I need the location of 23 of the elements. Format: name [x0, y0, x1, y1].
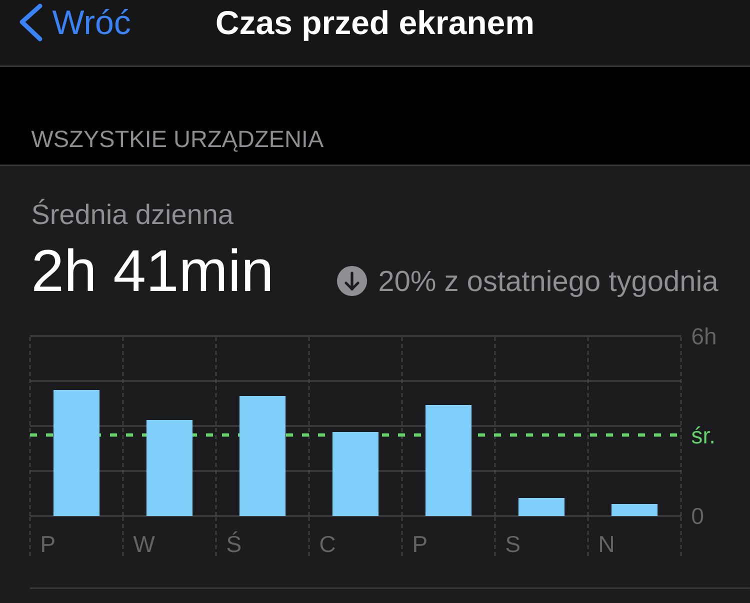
text: Średnia dzienna — [32, 198, 234, 224]
bar — [53, 390, 100, 516]
x-tick-label: P — [414, 536, 426, 552]
bar — [332, 432, 379, 516]
x-tick-label: P — [42, 536, 54, 552]
y-tick-label: 0 — [692, 508, 704, 524]
bar — [518, 498, 565, 516]
chart-title: Czas przed ekranem — [216, 10, 532, 41]
text: Wróć — [52, 8, 130, 34]
x-tick-label: N — [600, 536, 613, 552]
bar — [239, 396, 286, 516]
text: 2h 41min — [34, 248, 270, 291]
chart-subtitle: WSZYSTKIE URZĄDZENIA — [31, 130, 324, 152]
ref-line-label: śr. — [692, 426, 714, 444]
x-tick-label: Ś — [227, 531, 240, 552]
x-tick-label: C — [320, 536, 335, 552]
bar — [611, 504, 658, 516]
bar — [146, 420, 193, 516]
x-tick-label: W — [133, 536, 155, 552]
text: 20% z ostatniego tygodnia — [380, 270, 718, 298]
bar — [425, 405, 472, 516]
x-tick-label: S — [506, 536, 520, 552]
y-tick-label: 6h — [692, 328, 716, 344]
